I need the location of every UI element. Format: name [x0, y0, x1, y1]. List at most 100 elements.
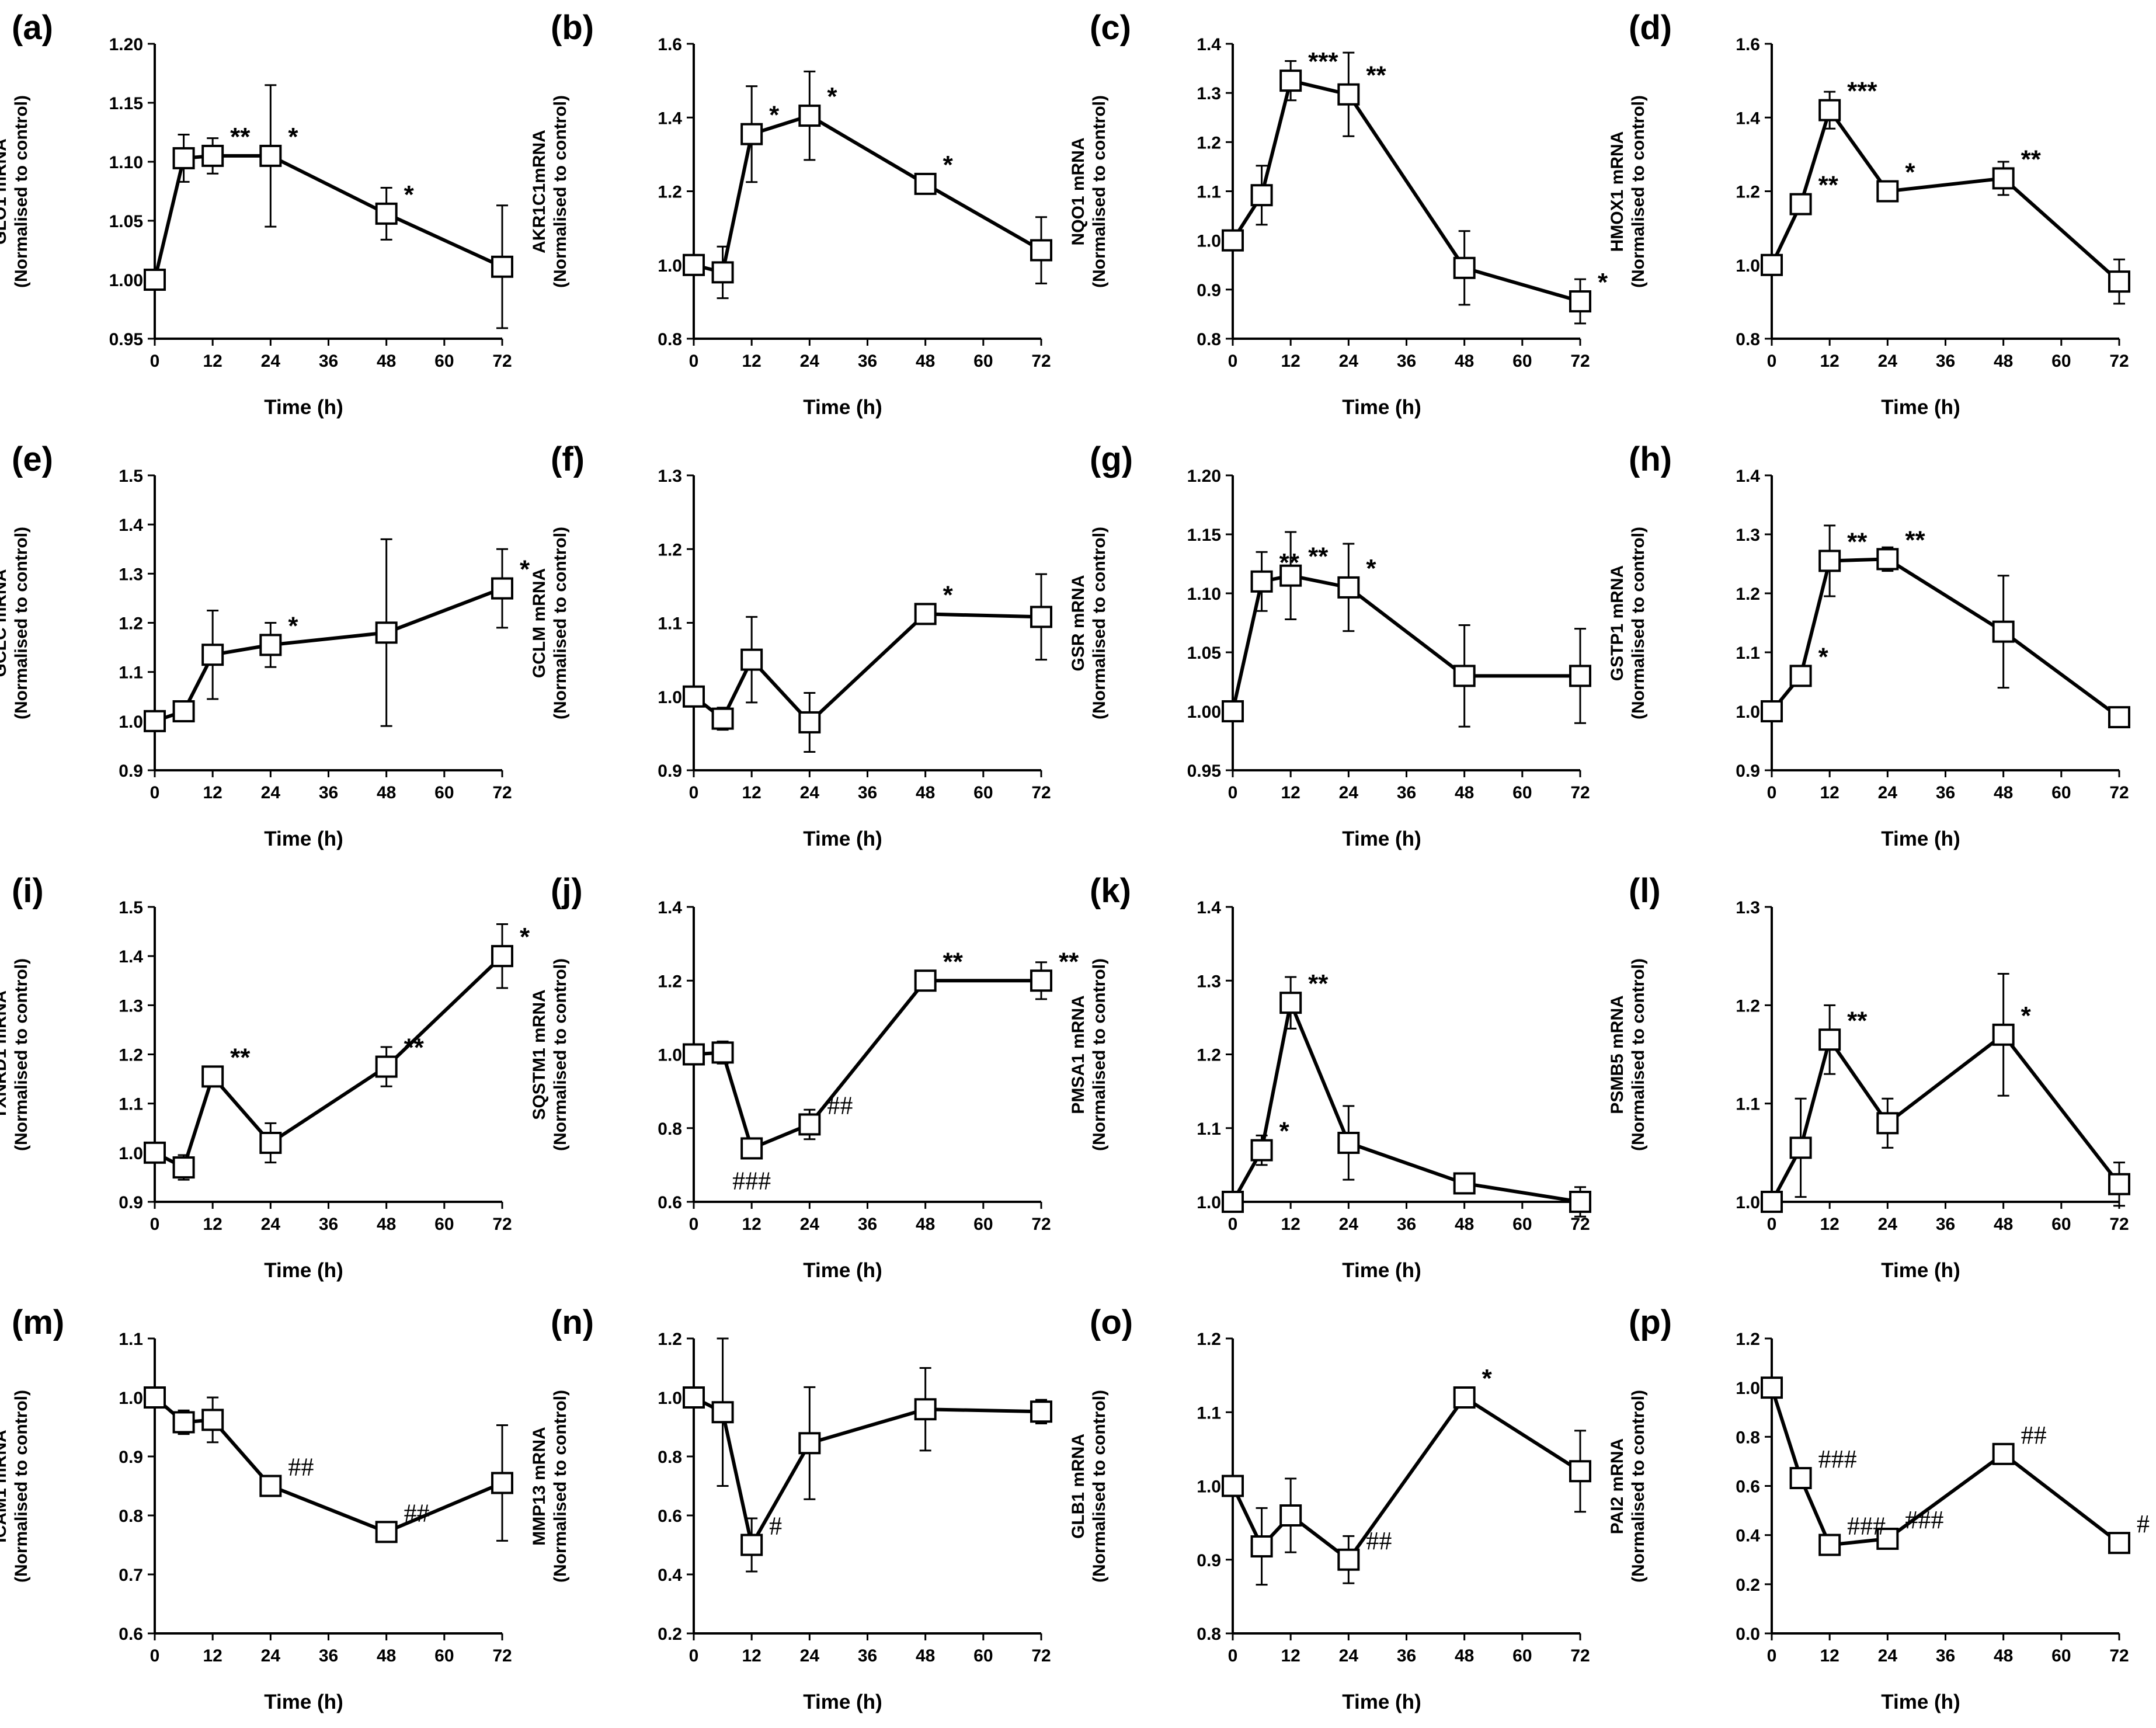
x-tick-label: 48 — [916, 1646, 935, 1666]
x-axis-label: Time (h) — [803, 396, 882, 419]
data-point — [144, 1386, 166, 1409]
x-axis-label: Time (h) — [264, 1691, 343, 1713]
x-tick-label: 48 — [916, 783, 935, 802]
x-tick-label: 36 — [1397, 352, 1416, 371]
x-tick-label: 72 — [1570, 1646, 1590, 1666]
y-tick-label: 1.4 — [1736, 109, 1760, 128]
x-tick-label: 72 — [1031, 783, 1051, 802]
panel-label: (k) — [1090, 872, 1131, 910]
data-point — [1789, 1136, 1812, 1159]
data-point — [144, 1141, 166, 1164]
x-tick-label: 48 — [1455, 1215, 1474, 1234]
chart-svg: 0.9 1.0 1.1 1.2 1.3 1.4 1.5 0 12 24 36 48 60 72 * * — [119, 467, 530, 802]
significance-label: * — [1598, 268, 1608, 297]
x-tick-label: 0 — [1228, 1646, 1238, 1666]
series-line — [1770, 1387, 2120, 1547]
chart-panel: (h) GSTP1 mRNA (Normalised to control) Time… — [1608, 432, 2156, 863]
chart-panel: (g) GSR mRNA (Normalised to control) Time (… — [1069, 432, 1617, 863]
x-tick-label: 36 — [858, 352, 877, 371]
series-line — [1231, 79, 1581, 303]
x-tick-label: 60 — [973, 1215, 993, 1234]
data-point — [740, 1137, 763, 1160]
x-tick-label: 12 — [742, 352, 761, 371]
y-tick-label: 1.2 — [1736, 1330, 1760, 1349]
y-tick-label: 1.2 — [658, 183, 682, 202]
x-tick-label: 24 — [1339, 1215, 1359, 1234]
y-tick-label: 1.0 — [658, 256, 682, 276]
y-tick-label: 0.8 — [658, 1119, 682, 1139]
y-tick-label: 0.8 — [658, 330, 682, 349]
panel-label: (h) — [1629, 440, 1672, 478]
data-point — [1222, 1191, 1244, 1213]
panel-label: (d) — [1629, 9, 1672, 47]
significance-label: * — [943, 151, 954, 179]
data-point — [683, 1386, 705, 1409]
data-point — [798, 711, 821, 733]
x-tick-label: 48 — [377, 1646, 396, 1666]
data-point — [1569, 1460, 1591, 1483]
chart-panel: (a) GLO1 mRNA (Normalised to control) Time … — [0, 0, 539, 432]
chart-svg: 0.80.91.01.11.21.31.40 12 24 36 48 60 72*** *** — [1197, 35, 1608, 371]
x-tick-label: 12 — [1281, 352, 1300, 371]
data-point — [1337, 1132, 1360, 1154]
x-tick-label: 24 — [1878, 783, 1898, 802]
x-tick-label: 60 — [2051, 783, 2071, 802]
x-tick-label: 72 — [492, 783, 512, 802]
x-tick-label: 72 — [1031, 352, 1051, 371]
x-tick-label: 60 — [2051, 1215, 2071, 1234]
data-point — [798, 1113, 821, 1136]
x-tick-label: 60 — [434, 1646, 454, 1666]
data-point — [1761, 1376, 1783, 1399]
x-tick-label: 60 — [1512, 1215, 1532, 1234]
significance-label: ** — [1279, 548, 1300, 577]
x-axis-label: Time (h) — [1881, 1259, 1960, 1282]
y-tick-label: 0.2 — [658, 1625, 682, 1644]
x-axis-label: Time (h) — [1342, 1691, 1421, 1713]
x-tick-label: 0 — [150, 352, 160, 371]
panel-label: (g) — [1090, 440, 1133, 478]
y-tick-label: 0.2 — [1736, 1576, 1760, 1595]
y-tick-label: 1.1 — [658, 614, 682, 634]
y-tick-label: 0.6 — [1736, 1477, 1760, 1497]
y-tick-label: 1.0 — [1736, 1379, 1760, 1398]
y-tick-label: 1.1 — [1197, 183, 1221, 202]
chart-svg: 0.6 0.7 0.8 0.9 1.0 1.1 0 12 24 36 48 60 72 ## ## — [119, 1330, 513, 1666]
data-point — [1569, 290, 1591, 313]
x-tick-label: 72 — [2109, 783, 2129, 802]
data-point — [1250, 1139, 1273, 1162]
y-tick-label: 1.1 — [1197, 1119, 1221, 1139]
data-point — [740, 1534, 763, 1556]
chart-panel: (f) GCLM mRNA (Normalised to control) Time … — [530, 432, 1078, 863]
x-tick-label: 36 — [858, 1646, 877, 1666]
x-tick-label: 24 — [1878, 352, 1898, 371]
y-tick-label: 1.2 — [119, 1046, 143, 1065]
significance-label: *** — [1847, 77, 1877, 106]
y-tick-label: 1.2 — [1197, 1046, 1221, 1065]
data-point — [683, 685, 705, 708]
x-tick-label: 48 — [1994, 783, 2013, 802]
y-tick-label: 1.1 — [119, 663, 143, 683]
series-line — [693, 1396, 1042, 1547]
x-tick-label: 0 — [1228, 783, 1238, 802]
y-tick-label: 1.0 — [1197, 1477, 1221, 1497]
x-tick-label: 48 — [377, 783, 396, 802]
data-point — [144, 269, 166, 291]
data-point — [1030, 969, 1052, 992]
significance-label: ** — [230, 123, 251, 151]
y-tick-label: 1.0 — [1197, 1193, 1221, 1212]
panel-label: (n) — [551, 1303, 594, 1341]
chart-svg: 0.8 1.0 1.2 1.4 1.6 0 12 24 36 48 60 72 * * * — [658, 35, 1052, 371]
x-tick-label: 24 — [261, 1215, 281, 1234]
data-point — [798, 1432, 821, 1455]
x-tick-label: 60 — [973, 783, 993, 802]
data-point — [1453, 1172, 1476, 1195]
x-tick-label: 72 — [492, 1215, 512, 1234]
significance-label: * — [827, 82, 837, 111]
data-point — [1030, 1400, 1052, 1423]
significance-label: ** — [1366, 61, 1386, 90]
data-point — [1876, 1112, 1899, 1135]
x-tick-label: 0 — [1767, 783, 1777, 802]
data-point — [1761, 700, 1783, 722]
significance-label: * — [1279, 1117, 1290, 1146]
significance-label: ## — [1366, 1527, 1392, 1555]
